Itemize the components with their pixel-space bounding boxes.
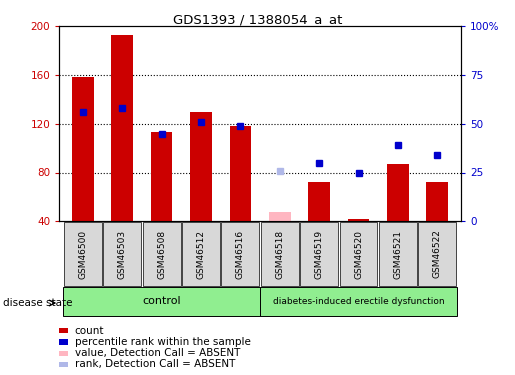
Text: percentile rank within the sample: percentile rank within the sample	[75, 337, 251, 347]
Text: GSM46522: GSM46522	[433, 230, 442, 279]
Text: GSM46520: GSM46520	[354, 230, 363, 279]
Bar	[190, 112, 212, 221]
Text: GSM46521: GSM46521	[393, 230, 402, 279]
Text: GSM46512: GSM46512	[197, 230, 205, 279]
Text: GSM46519: GSM46519	[315, 230, 323, 279]
Bar	[426, 182, 448, 221]
Bar	[308, 182, 330, 221]
Text: GDS1393 / 1388054_a_at: GDS1393 / 1388054_a_at	[173, 13, 342, 26]
Bar	[230, 126, 251, 221]
Bar	[111, 35, 133, 221]
FancyBboxPatch shape	[64, 222, 102, 286]
Bar	[348, 219, 369, 221]
FancyBboxPatch shape	[143, 222, 181, 286]
Bar	[269, 211, 290, 221]
Bar	[72, 78, 94, 221]
FancyBboxPatch shape	[261, 222, 299, 286]
Text: diabetes-induced erectile dysfunction: diabetes-induced erectile dysfunction	[273, 297, 444, 306]
Text: GSM46503: GSM46503	[118, 230, 127, 279]
Bar	[151, 132, 173, 221]
FancyBboxPatch shape	[63, 288, 260, 316]
FancyBboxPatch shape	[260, 288, 457, 316]
FancyBboxPatch shape	[339, 222, 377, 286]
FancyBboxPatch shape	[418, 222, 456, 286]
Text: GSM46516: GSM46516	[236, 230, 245, 279]
Bar	[387, 164, 409, 221]
FancyBboxPatch shape	[104, 222, 141, 286]
Text: GSM46518: GSM46518	[275, 230, 284, 279]
FancyBboxPatch shape	[379, 222, 417, 286]
Text: count: count	[75, 326, 104, 336]
FancyBboxPatch shape	[182, 222, 220, 286]
Text: control: control	[142, 296, 181, 306]
Text: rank, Detection Call = ABSENT: rank, Detection Call = ABSENT	[75, 360, 235, 369]
FancyBboxPatch shape	[300, 222, 338, 286]
FancyBboxPatch shape	[221, 222, 259, 286]
Text: disease state: disease state	[3, 298, 72, 308]
Text: GSM46508: GSM46508	[157, 230, 166, 279]
Text: GSM46500: GSM46500	[78, 230, 88, 279]
Text: value, Detection Call = ABSENT: value, Detection Call = ABSENT	[75, 348, 240, 358]
